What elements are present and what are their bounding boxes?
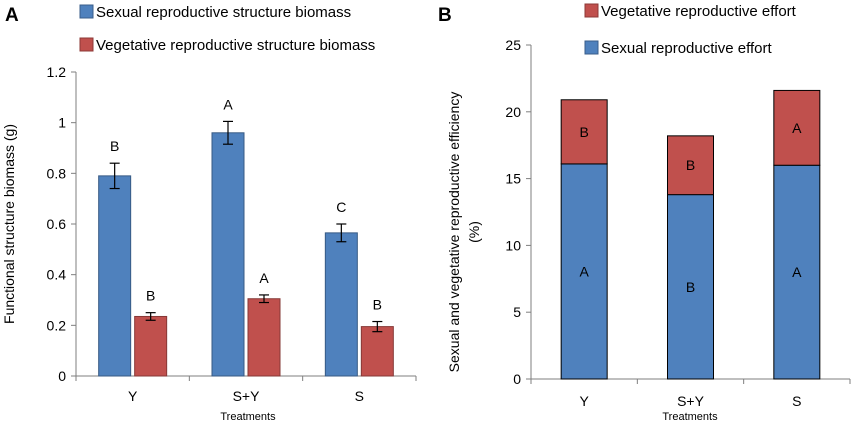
- panel-a-bar-vegetative-S: [360, 326, 394, 377]
- panel-a-y-tick-label: 1.2: [47, 64, 67, 80]
- panel-b-bar-vegetative-Y: [560, 99, 608, 165]
- panel-b-bar-vegetative-S: [773, 89, 821, 166]
- panel-b-category-label: Y: [579, 393, 589, 409]
- panel-b-y-tick-label: 0: [513, 371, 521, 387]
- legend-b-swatch-sexual: [584, 40, 599, 55]
- panel-b-y-tick-label: 5: [513, 304, 521, 320]
- panel-a-bar-sexual-S+Y: [211, 132, 245, 377]
- panel-b-significance-letter: A: [579, 263, 589, 279]
- panel-b-y-axis-title-line2: (%): [466, 221, 482, 243]
- panel-a-y-tick-label: 0.4: [47, 267, 67, 283]
- panel-a-y-axis-title: Functional structure biomass (g): [1, 124, 17, 324]
- panel-b-legend: Vegetative reproductive effort Sexual re…: [584, 3, 797, 57]
- legend-a-label-sexual: Sexual reproductive structure biomass: [96, 4, 351, 21]
- legend-a-label-vegetative: Vegetative reproductive structure biomas…: [96, 37, 375, 54]
- panel-b-bars: A B B B A A: [560, 89, 821, 380]
- panel-b-significance-letter: B: [579, 124, 588, 140]
- panel-b-bar-sexual-S+Y: [667, 194, 714, 380]
- panel-a-category-label: Y: [128, 388, 138, 404]
- panel-b-significance-letter: A: [792, 120, 802, 136]
- panel-b-y-tick-label: 15: [505, 171, 521, 187]
- panel-b-y-ticks: 0 5 10 15 20 25: [505, 37, 531, 387]
- legend-a-swatch-vegetative: [79, 37, 94, 52]
- panel-a-significance-letter: A: [223, 96, 233, 112]
- panel-a-y-tick-label: 0.6: [47, 216, 67, 232]
- panel-a-category-label: S+Y: [233, 388, 261, 404]
- panel-b-bar-sexual-Y: [560, 163, 608, 380]
- panel-a-category-label: S: [355, 388, 364, 404]
- panel-a-bars: B B A A C B: [98, 96, 394, 377]
- panel-b-significance-letter: B: [686, 279, 695, 295]
- panel-b-category-labels: Y S+Y S: [530, 379, 851, 409]
- panel-b-y-axis-title-line1: Sexual and vegetative reproductive effic…: [446, 92, 462, 373]
- panel-a-y-tick-label: 0: [58, 368, 66, 384]
- panel-b-y-tick-label: 20: [505, 104, 521, 120]
- legend-b-label-vegetative: Vegetative reproductive effort: [601, 3, 797, 20]
- panel-a-letter: A: [5, 5, 19, 26]
- panel-a-x-axis-title: Treatments: [220, 411, 276, 423]
- panel-b-significance-letter: B: [686, 157, 695, 173]
- panel-a-significance-letter: B: [373, 297, 382, 313]
- panel-a-bar-sexual-Y: [98, 175, 132, 377]
- panel-a-significance-letter: B: [146, 288, 155, 304]
- panel-a-bar-vegetative-S+Y: [247, 298, 281, 377]
- panel-b-significance-letter: A: [792, 264, 802, 280]
- panel-a-significance-letter: A: [259, 270, 269, 286]
- panel-b-y-tick-label: 25: [505, 37, 521, 53]
- panel-b-letter: B: [438, 5, 452, 26]
- panel-b-category-label: S: [792, 393, 801, 409]
- legend-a-swatch-sexual: [79, 4, 94, 19]
- panel-b-bar-vegetative-S+Y: [667, 135, 714, 196]
- panel-a-y-tick-label: 1: [58, 115, 66, 131]
- panel-b-x-axis-title: Treatments: [662, 411, 718, 423]
- panel-a-y-tick-label: 0.2: [47, 317, 67, 333]
- panel-a-y-ticks: 0 0.2 0.4 0.6 0.8 1 1.2: [47, 64, 76, 384]
- panel-a-category-labels: Y S+Y S: [75, 376, 417, 404]
- legend-b-swatch-vegetative: [584, 3, 599, 18]
- panel-b-chart: B Vegetative reproductive effort Sexual …: [438, 3, 851, 423]
- panel-a-chart: A Sexual reproductive structure biomass …: [1, 4, 417, 423]
- panel-b-category-label: S+Y: [677, 393, 705, 409]
- panel-b-y-tick-label: 10: [505, 237, 521, 253]
- panel-a-bar-vegetative-Y: [134, 315, 168, 377]
- legend-b-label-sexual: Sexual reproductive effort: [601, 40, 772, 57]
- panel-a-significance-letter: C: [336, 199, 346, 215]
- panel-a-legend: Sexual reproductive structure biomass Ve…: [79, 4, 375, 54]
- panel-a-bar-sexual-S: [324, 232, 358, 377]
- panel-a-significance-letter: B: [110, 138, 119, 154]
- panel-a-y-tick-label: 0.8: [47, 165, 67, 181]
